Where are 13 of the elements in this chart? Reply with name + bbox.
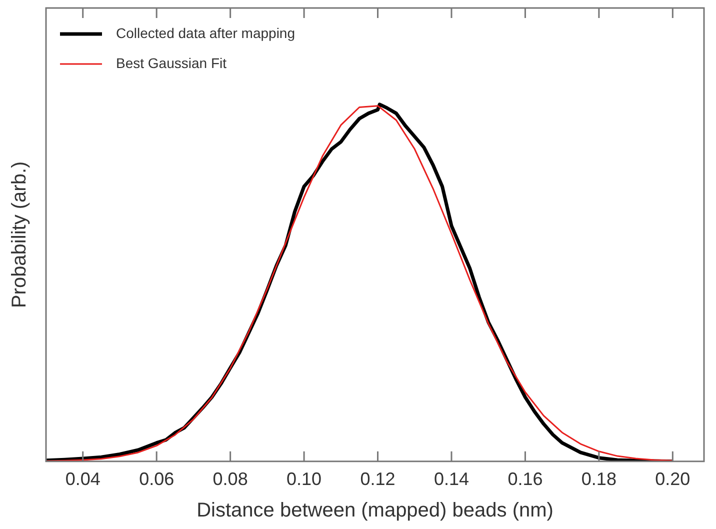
- x-axis-title: Distance between (mapped) beads (nm): [196, 500, 554, 522]
- x-tick-label: 0.04: [65, 469, 100, 490]
- x-tick-label: 0.06: [139, 469, 174, 490]
- x-tick-label: 0.20: [655, 469, 690, 490]
- x-tick-label: 0.16: [508, 469, 543, 490]
- legend-label: Collected data after mapping: [116, 24, 295, 41]
- x-tick-label: 0.14: [434, 469, 470, 490]
- x-tick-label: 0.10: [286, 469, 322, 490]
- y-axis-title: Probability (arb.): [8, 161, 31, 308]
- x-tick-label: 0.18: [581, 469, 616, 490]
- legend-label: Best Gaussian Fit: [116, 54, 227, 71]
- x-tick-label: 0.12: [360, 469, 396, 490]
- x-tick-label: 0.08: [212, 469, 248, 490]
